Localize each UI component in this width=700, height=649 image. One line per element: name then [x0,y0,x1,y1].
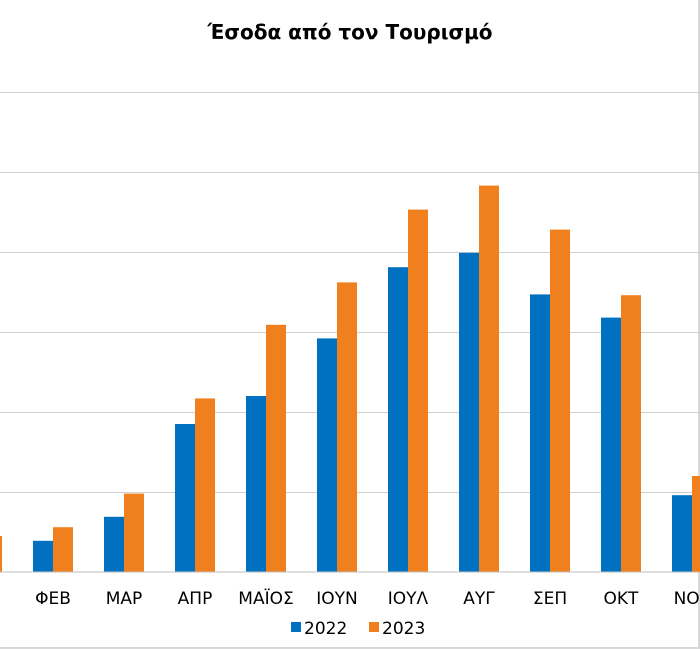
bar-2022-2 [33,540,53,572]
x-tick-label: ΝΟΕ [674,589,700,609]
bar-2023-5 [266,324,286,572]
bar-2023-8 [479,185,499,572]
x-tick-label: ΜΑΡ [106,589,143,609]
bars [0,185,700,573]
legend-swatch-2023 [369,622,379,632]
bar-2022-8 [459,252,479,573]
bar-2022-7 [388,267,408,572]
bar-2022-5 [246,396,266,572]
bar-2023-11 [692,476,700,572]
bar-2023-3 [124,493,144,572]
legend-label-2023: 2023 [382,619,425,639]
x-axis-tick-labels: ΙΑΝΦΕΒΜΑΡΑΠΡΜΑΪΟΣΙΟΥΝΙΟΥΛΑΥΓΣΕΠΟΚΤΝΟΕ [35,588,700,609]
bar-2023-7 [408,209,428,572]
chart-title: Έσοδα από τον Τουρισμό [206,20,492,44]
bar-2023-1 [0,536,2,572]
bar-2023-4 [195,398,215,572]
bar-2022-6 [317,338,337,572]
x-tick-label: ΑΠΡ [178,589,213,609]
bar-2023-6 [337,282,357,572]
x-tick-label: ΑΥΓ [463,589,495,609]
bar-2022-11 [672,495,692,572]
bar-2023-2 [53,527,73,572]
x-tick-label: ΣΕΠ [533,589,567,609]
legend-swatch-2022 [291,622,301,632]
bar-2022-4 [175,424,195,572]
x-tick-label: ΟΚΤ [604,589,640,609]
bar-2023-10 [621,295,641,572]
legend: 2022 2023 [291,619,425,639]
x-tick-label: ΦΕΒ [35,589,71,609]
x-tick-label: ΙΟΥΝ [316,589,358,609]
bar-2023-9 [550,229,570,572]
bar-2022-10 [601,317,621,572]
bar-2022-9 [530,294,550,572]
legend-label-2022: 2022 [304,619,347,639]
bar-2022-3 [104,516,124,572]
x-tick-label: ΜΑΪΟΣ [238,588,293,609]
x-tick-label: ΙΟΥΛ [388,589,429,609]
